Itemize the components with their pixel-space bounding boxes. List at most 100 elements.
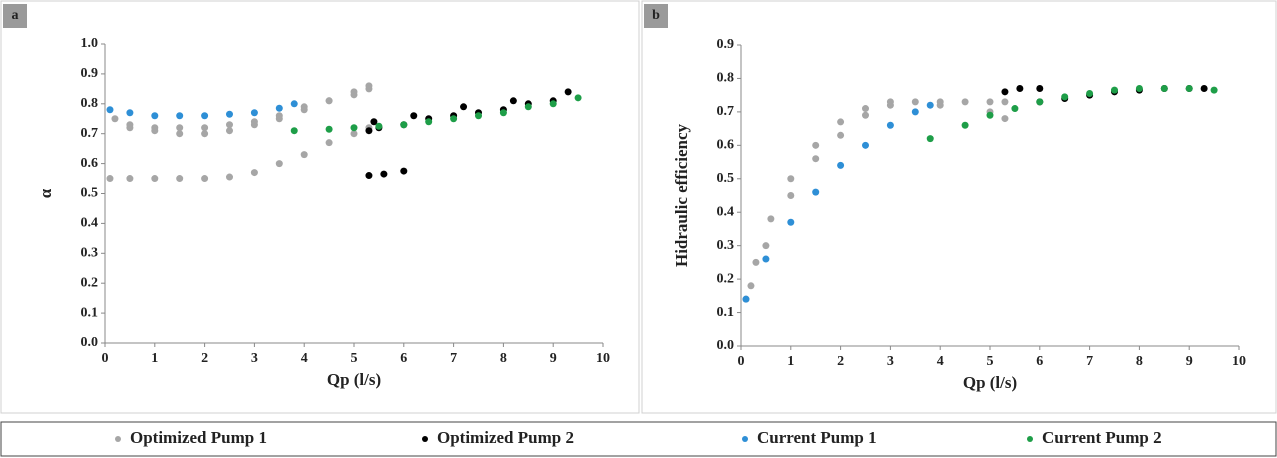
x-tick-label: 8 <box>1136 354 1143 369</box>
point <box>886 101 894 109</box>
y-tick-label: 0.9 <box>717 37 735 52</box>
point <box>325 97 333 105</box>
point <box>1160 84 1168 92</box>
point <box>290 127 298 135</box>
legend-frame <box>0 421 1277 457</box>
y-tick-label: 0.5 <box>81 186 99 201</box>
point <box>762 242 770 250</box>
legend-label: Current Pump 2 <box>1042 428 1162 447</box>
y-tick-label: 0.3 <box>81 246 99 261</box>
point <box>176 130 184 138</box>
point <box>1011 105 1019 113</box>
point <box>1135 84 1143 92</box>
x-tick-label: 3 <box>251 351 258 366</box>
point <box>524 103 532 111</box>
point <box>275 104 283 112</box>
x-tick-label: 1 <box>151 351 158 366</box>
point <box>151 112 159 120</box>
point <box>370 118 378 126</box>
point <box>375 122 383 130</box>
x-tick-label: 9 <box>1186 354 1193 369</box>
y-tick-label: 0.8 <box>717 71 735 86</box>
point <box>1001 98 1009 106</box>
point <box>350 91 358 99</box>
x-tick-label: 4 <box>937 354 944 369</box>
point <box>111 115 119 123</box>
x-tick-label: 7 <box>1086 354 1093 369</box>
point <box>1210 86 1218 94</box>
panel-frame <box>0 0 640 414</box>
point <box>275 112 283 120</box>
y-tick-label: 1.0 <box>81 36 99 51</box>
x-tick-label: 10 <box>1232 354 1246 369</box>
x-tick-label: 0 <box>738 354 745 369</box>
point <box>742 295 750 303</box>
point <box>126 124 134 132</box>
point <box>365 85 373 93</box>
x-tick-label: 6 <box>400 351 407 366</box>
point <box>787 192 795 199</box>
point <box>380 170 388 178</box>
x-tick-label: 5 <box>987 354 994 369</box>
y-tick-label: 0.9 <box>81 66 99 81</box>
point <box>1111 86 1118 94</box>
point <box>126 175 134 183</box>
panel-label-bg <box>644 4 668 28</box>
point <box>201 175 209 183</box>
x-tick-label: 10 <box>596 351 610 366</box>
x-tick-label: 4 <box>301 351 308 366</box>
point <box>986 111 994 119</box>
point <box>250 118 258 126</box>
point <box>226 121 233 129</box>
y-tick-label: 0.8 <box>81 96 99 111</box>
x-tick-label: 1 <box>787 354 794 369</box>
point <box>837 161 845 169</box>
y-tick-label: 0.6 <box>81 156 99 171</box>
point <box>201 112 209 120</box>
point <box>911 108 919 116</box>
point <box>1061 93 1069 101</box>
x-tick-label: 3 <box>887 354 894 369</box>
point <box>176 124 184 132</box>
x-tick-label: 7 <box>450 351 457 366</box>
y-tick-label: 0.0 <box>81 335 99 350</box>
y-tick-label: 0.1 <box>717 305 735 320</box>
point <box>226 127 233 135</box>
point <box>767 215 775 223</box>
x-tick-label: 0 <box>102 351 109 366</box>
point <box>425 118 433 126</box>
point <box>1086 89 1094 97</box>
legend-marker <box>742 436 748 442</box>
point <box>549 100 557 108</box>
y-tick-label: 0.4 <box>717 204 735 219</box>
point <box>837 118 845 126</box>
point <box>911 98 919 106</box>
point <box>961 98 969 106</box>
point <box>961 121 969 129</box>
y-axis-label: α <box>36 188 55 198</box>
legend-marker <box>115 436 121 442</box>
x-tick-label: 5 <box>351 351 358 366</box>
y-tick-label: 0.0 <box>717 338 735 353</box>
x-tick-label: 9 <box>550 351 557 366</box>
point <box>1016 84 1024 92</box>
point <box>460 103 468 111</box>
y-tick-label: 0.4 <box>81 216 99 231</box>
point <box>201 124 209 132</box>
y-tick-label: 0.2 <box>717 271 735 286</box>
point <box>574 94 582 102</box>
y-axis-label: Hidraulic efficiency <box>672 123 691 267</box>
point <box>1001 88 1009 96</box>
point <box>300 103 308 111</box>
panel-frame <box>641 0 1277 414</box>
point <box>862 111 869 119</box>
x-axis-label: Qp (l/s) <box>327 370 381 389</box>
point <box>350 130 358 138</box>
point <box>250 109 258 117</box>
point <box>250 169 258 177</box>
point <box>226 110 233 118</box>
x-tick-label: 2 <box>837 354 844 369</box>
point <box>176 175 184 183</box>
panel-label: a <box>12 8 19 23</box>
